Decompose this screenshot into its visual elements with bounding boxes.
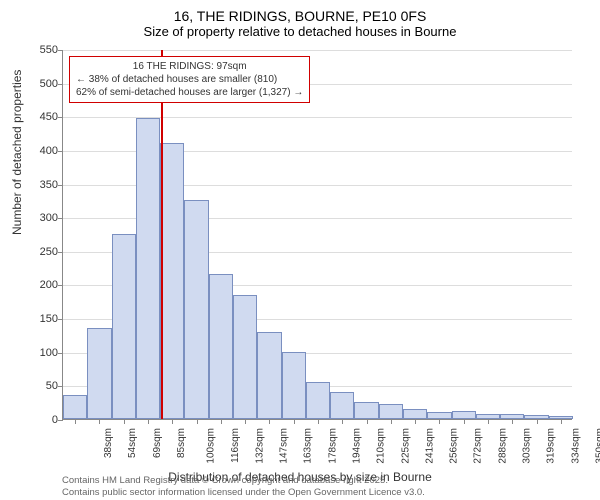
histogram-bar [354, 402, 378, 419]
x-tick-mark [342, 419, 343, 424]
y-tick-label: 350 [18, 179, 58, 191]
y-tick-mark [58, 285, 63, 286]
y-tick-mark [58, 420, 63, 421]
chart-title-block: 16, THE RIDINGS, BOURNE, PE10 0FS Size o… [0, 0, 600, 43]
histogram-bar [306, 382, 330, 419]
x-tick-label: 303sqm [522, 428, 533, 464]
x-tick-label: 241sqm [424, 428, 435, 464]
y-tick-label: 400 [18, 145, 58, 157]
y-tick-label: 250 [18, 246, 58, 258]
y-tick-label: 200 [18, 279, 58, 291]
x-tick-mark [367, 419, 368, 424]
histogram-bar [427, 412, 451, 419]
y-tick-label: 0 [18, 414, 58, 426]
histogram-bar [452, 411, 476, 419]
x-tick-label: 178sqm [327, 428, 338, 464]
histogram-bar [136, 118, 160, 419]
y-tick-label: 150 [18, 313, 58, 325]
y-tick-mark [58, 117, 63, 118]
x-tick-mark [318, 419, 319, 424]
x-tick-label: 225sqm [400, 428, 411, 464]
x-tick-mark [464, 419, 465, 424]
x-tick-label: 69sqm [152, 428, 163, 458]
y-tick-mark [58, 252, 63, 253]
annotation-line: 16 THE RIDINGS: 97sqm [76, 60, 303, 73]
title-line2: Size of property relative to detached ho… [0, 24, 600, 39]
histogram-bar [403, 409, 427, 419]
y-tick-mark [58, 319, 63, 320]
x-tick-mark [561, 419, 562, 424]
y-tick-mark [58, 84, 63, 85]
y-tick-label: 50 [18, 380, 58, 392]
x-tick-label: 194sqm [352, 428, 363, 464]
x-tick-label: 38sqm [103, 428, 114, 458]
histogram-bar [209, 274, 233, 419]
x-tick-label: 210sqm [376, 428, 387, 464]
x-tick-label: 163sqm [303, 428, 314, 464]
x-tick-label: 319sqm [546, 428, 557, 464]
histogram-bar [184, 200, 208, 419]
x-tick-label: 350sqm [594, 428, 600, 464]
histogram-bar [160, 143, 184, 419]
x-tick-label: 272sqm [473, 428, 484, 464]
histogram-bar [233, 295, 257, 419]
histogram-bar [87, 328, 111, 419]
x-tick-mark [269, 419, 270, 424]
y-tick-label: 300 [18, 212, 58, 224]
y-tick-mark [58, 353, 63, 354]
x-tick-mark [245, 419, 246, 424]
histogram-bar [330, 392, 354, 419]
x-tick-label: 147sqm [279, 428, 290, 464]
y-tick-label: 450 [18, 111, 58, 123]
plot-area: 05010015020025030035040045050055038sqm54… [62, 50, 572, 420]
footer-line2: Contains public sector information licen… [62, 487, 425, 498]
x-tick-mark [415, 419, 416, 424]
annotation-line: 62% of semi-detached houses are larger (… [76, 86, 303, 99]
y-tick-label: 550 [18, 44, 58, 56]
x-tick-mark [391, 419, 392, 424]
x-tick-label: 256sqm [449, 428, 460, 464]
gridline [63, 50, 572, 51]
chart-plot: 05010015020025030035040045050055038sqm54… [62, 50, 572, 420]
marker-line [161, 50, 163, 419]
footer-line1: Contains HM Land Registry data © Crown c… [62, 475, 425, 486]
y-tick-mark [58, 151, 63, 152]
x-tick-mark [148, 419, 149, 424]
x-tick-label: 54sqm [127, 428, 138, 458]
x-tick-label: 85sqm [176, 428, 187, 458]
footer-text: Contains HM Land Registry data © Crown c… [62, 475, 425, 498]
x-tick-mark [488, 419, 489, 424]
y-tick-mark [58, 185, 63, 186]
x-tick-mark [75, 419, 76, 424]
x-tick-mark [439, 419, 440, 424]
histogram-bar [257, 332, 281, 419]
y-tick-mark [58, 386, 63, 387]
x-tick-mark [537, 419, 538, 424]
x-tick-label: 334sqm [570, 428, 581, 464]
annotation-line: ← 38% of detached houses are smaller (81… [76, 73, 303, 86]
histogram-bar [63, 395, 87, 419]
y-tick-label: 100 [18, 347, 58, 359]
x-tick-mark [99, 419, 100, 424]
histogram-bar [379, 404, 403, 419]
x-tick-mark [197, 419, 198, 424]
y-tick-mark [58, 50, 63, 51]
x-tick-mark [221, 419, 222, 424]
x-tick-label: 116sqm [229, 428, 240, 463]
x-tick-mark [172, 419, 173, 424]
histogram-bar [112, 234, 136, 419]
x-tick-mark [512, 419, 513, 424]
x-tick-label: 288sqm [497, 428, 508, 464]
x-tick-label: 132sqm [254, 428, 265, 464]
x-tick-mark [294, 419, 295, 424]
histogram-bar [282, 352, 306, 419]
annotation-box: 16 THE RIDINGS: 97sqm← 38% of detached h… [69, 56, 310, 103]
x-tick-label: 100sqm [206, 428, 217, 464]
x-tick-mark [124, 419, 125, 424]
y-tick-mark [58, 218, 63, 219]
y-tick-label: 500 [18, 78, 58, 90]
title-line1: 16, THE RIDINGS, BOURNE, PE10 0FS [0, 8, 600, 24]
